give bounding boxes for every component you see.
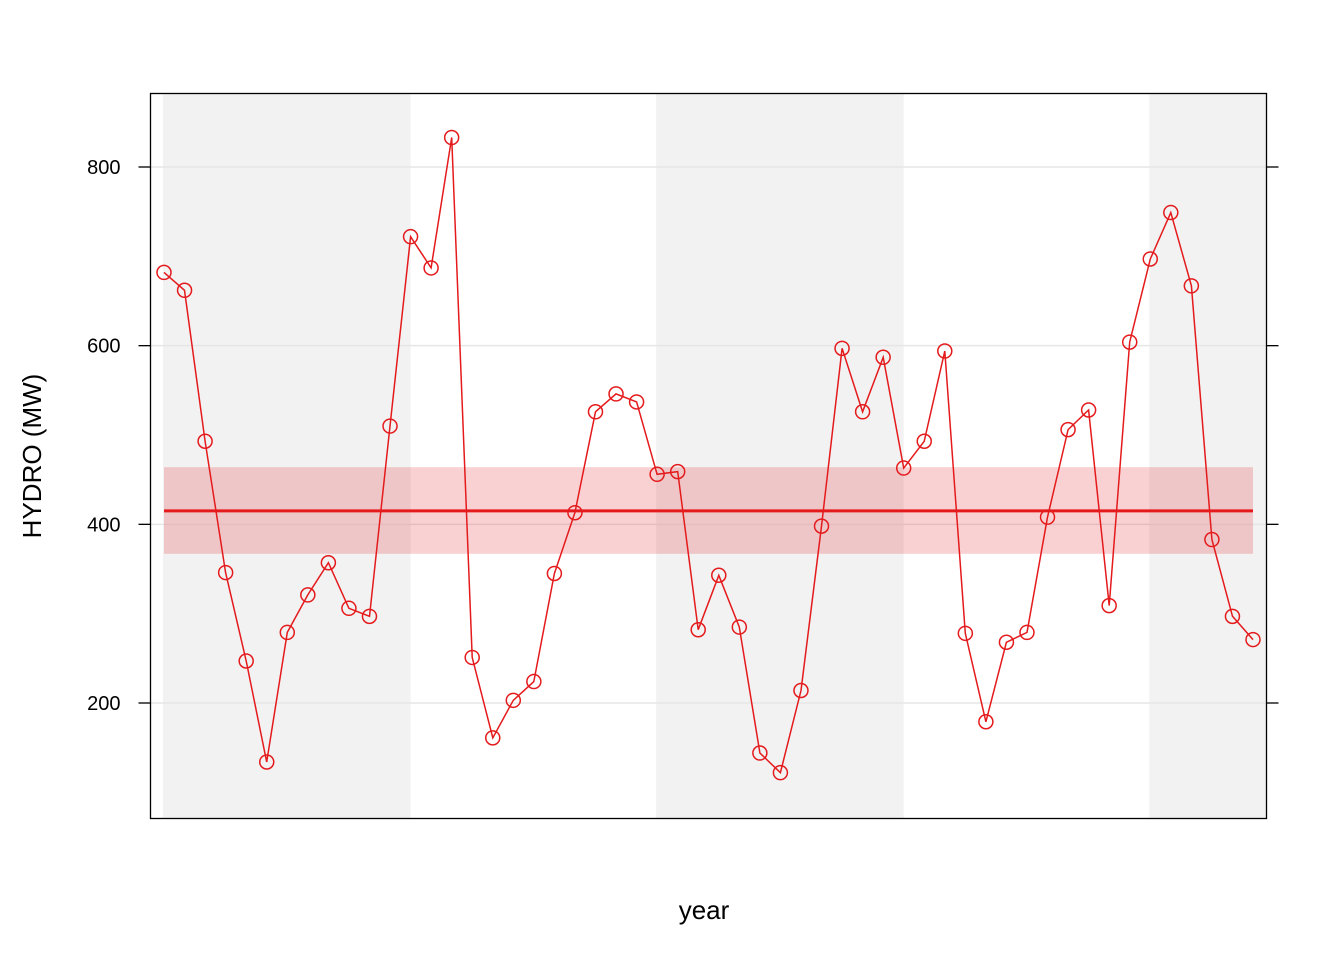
- data-point: [587, 404, 604, 420]
- data-point: [526, 673, 542, 690]
- data-point: [176, 282, 193, 299]
- data-point: [279, 624, 296, 641]
- data-point: [957, 625, 974, 642]
- data-point: [690, 621, 706, 638]
- data-point: [443, 129, 460, 146]
- data-point: [1060, 421, 1076, 438]
- y-tick-label: 400: [87, 514, 120, 536]
- data-point: [711, 567, 727, 584]
- data-point: [875, 349, 891, 366]
- shaded-periods: [163, 93, 1267, 819]
- data-point: [813, 518, 830, 534]
- data-point: [834, 340, 850, 357]
- data-point: [1204, 531, 1220, 548]
- y-axis: 200 400 600 800: [87, 157, 1279, 715]
- series-hydro: [156, 129, 1261, 781]
- y-tick-label: 800: [87, 157, 120, 179]
- data-point: [1080, 402, 1097, 418]
- data-point: [793, 682, 809, 699]
- data-point: [300, 587, 316, 603]
- data-point: [464, 649, 480, 666]
- data-point: [423, 260, 439, 276]
- data-point: [854, 404, 871, 420]
- data-point: [217, 564, 234, 581]
- data-point: [1183, 278, 1200, 294]
- data-point: [916, 433, 932, 450]
- data-point: [238, 653, 254, 669]
- data-point: [361, 608, 378, 625]
- data-point: [1245, 631, 1261, 648]
- gridlines: [150, 166, 1267, 704]
- data-point: [998, 634, 1015, 651]
- y-tick-label: 600: [87, 336, 120, 358]
- data-point: [608, 386, 624, 402]
- data-point: [752, 745, 768, 761]
- data-point: [1163, 204, 1179, 221]
- data-point: [320, 554, 337, 571]
- data-point: [895, 460, 912, 476]
- data-point: [1019, 624, 1035, 641]
- plot-frame: [149, 92, 1268, 820]
- data-point: [1101, 597, 1117, 614]
- data-point: [197, 433, 213, 450]
- data-point: [649, 466, 665, 483]
- x-axis-title: year: [679, 895, 730, 925]
- series-line: [163, 137, 1254, 775]
- data-point: [341, 600, 357, 617]
- shaded-period-1: [163, 93, 411, 819]
- data-point: [1121, 334, 1138, 350]
- data-point: [669, 463, 686, 480]
- data-point: [156, 264, 172, 281]
- y-axis-title: HYDRO (MW): [17, 374, 47, 539]
- data-point: [1142, 251, 1159, 267]
- data-point: [772, 764, 789, 781]
- data-point: [731, 619, 748, 635]
- shaded-period-3: [1149, 93, 1267, 819]
- data-point: [1039, 509, 1056, 525]
- data-point: [1224, 608, 1241, 625]
- data-point: [937, 343, 953, 359]
- data-point: [978, 714, 994, 730]
- data-point: [546, 565, 563, 582]
- data-point: [505, 692, 522, 709]
- y-tick-label: 200: [87, 693, 120, 715]
- data-point: [485, 730, 501, 746]
- data-point: [258, 754, 275, 770]
- shaded-period-2: [656, 93, 904, 819]
- data-point: [567, 504, 583, 521]
- data-point: [628, 394, 645, 410]
- data-point: [402, 228, 419, 245]
- data-point: [382, 418, 398, 434]
